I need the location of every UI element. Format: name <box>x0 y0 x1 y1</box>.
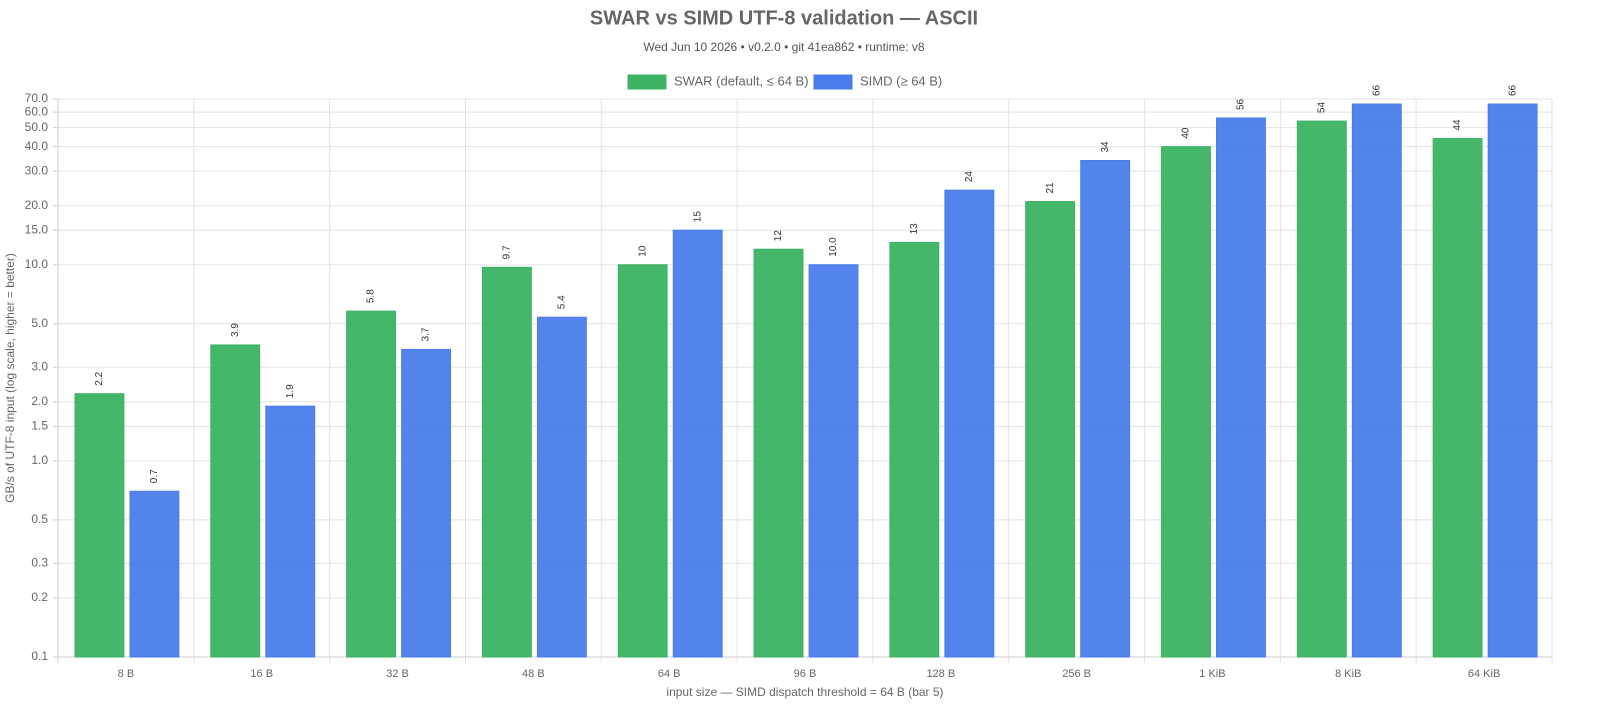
x-tick-label: 8 B <box>118 668 135 680</box>
y-tick-label: 0.5 <box>31 512 48 526</box>
x-tick-label: 48 B <box>522 668 545 680</box>
bar <box>481 266 532 658</box>
bar <box>889 241 940 658</box>
y-tick-label: 0.3 <box>31 556 48 570</box>
bar <box>401 348 452 658</box>
legend-label[interactable]: SIMD (≥ 64 B) <box>860 73 942 88</box>
value-label: 54 <box>1316 102 1327 114</box>
x-tick-label: 128 B <box>926 668 955 680</box>
legend-swatch[interactable] <box>627 74 667 90</box>
y-tick-label: 20.0 <box>25 198 49 212</box>
x-tick-label: 32 B <box>386 668 409 680</box>
value-label: 15 <box>692 211 703 223</box>
value-label: 66 <box>1507 84 1518 96</box>
bar <box>753 248 804 658</box>
value-label: 5.8 <box>366 289 377 303</box>
value-label: 34 <box>1100 141 1111 153</box>
y-axis-title: GB/s of UTF-8 input (log scale, higher =… <box>3 253 17 503</box>
y-tick-label: 1.0 <box>31 453 48 467</box>
bar <box>1216 117 1266 658</box>
bar <box>1025 201 1076 658</box>
bar <box>129 490 180 658</box>
y-tick-label: 0.1 <box>31 649 48 663</box>
bar <box>1432 138 1483 658</box>
y-tick-label: 1.5 <box>31 419 48 433</box>
y-tick-label: 50.0 <box>25 120 49 134</box>
value-label: 13 <box>909 223 920 235</box>
bar <box>346 310 397 658</box>
bar <box>1296 120 1347 658</box>
y-tick-label: 10.0 <box>25 257 49 271</box>
x-tick-label: 16 B <box>250 668 273 680</box>
value-label: 56 <box>1236 98 1247 110</box>
bar <box>1487 103 1538 658</box>
x-tick-label: 64 B <box>658 668 681 680</box>
value-label: 21 <box>1045 182 1056 194</box>
bar <box>1161 146 1211 658</box>
bar <box>944 189 995 658</box>
bar <box>808 264 859 658</box>
value-label: 24 <box>964 171 975 183</box>
legend-label[interactable]: SWAR (default, ≤ 64 B) <box>674 73 809 88</box>
x-tick-label: 8 KiB <box>1335 668 1361 680</box>
x-tick-label: 64 KiB <box>1468 668 1500 680</box>
bar <box>210 344 261 658</box>
value-label: 10 <box>637 245 648 257</box>
bar <box>617 264 668 658</box>
y-tick-label: 40.0 <box>25 139 49 153</box>
bar <box>1351 103 1402 658</box>
bar <box>265 405 316 658</box>
value-label: 66 <box>1371 84 1382 96</box>
chart-title: SWAR vs SIMD UTF-8 validation — ASCII <box>590 7 978 29</box>
value-label: 0.7 <box>149 469 160 483</box>
y-tick-label: 15.0 <box>25 222 49 236</box>
legend-swatch[interactable] <box>813 74 853 90</box>
value-label: 1.9 <box>285 384 296 398</box>
chart-subtitle: Wed Jun 10 2026 • v0.2.0 • git 41ea862 •… <box>643 40 925 54</box>
y-tick-label: 5.0 <box>31 316 48 330</box>
x-axis-title: input size — SIMD dispatch threshold = 6… <box>666 685 943 699</box>
value-label: 5.4 <box>557 295 568 309</box>
value-label: 3.9 <box>230 323 241 337</box>
x-tick-label: 96 B <box>794 668 817 680</box>
bar <box>74 393 125 658</box>
y-tick-label: 70.0 <box>25 91 49 105</box>
x-tick-label: 256 B <box>1062 668 1091 680</box>
value-label: 2.2 <box>94 371 105 385</box>
bar <box>536 316 587 658</box>
bar <box>1080 160 1131 658</box>
value-label: 12 <box>773 230 784 242</box>
bar <box>672 229 723 658</box>
value-label: 44 <box>1452 119 1463 131</box>
x-tick-label: 1 KiB <box>1199 668 1225 680</box>
value-label: 40 <box>1181 127 1192 139</box>
y-tick-label: 30.0 <box>25 163 49 177</box>
y-tick-label: 0.2 <box>31 590 48 604</box>
y-tick-label: 60.0 <box>25 104 49 118</box>
y-tick-label: 2.0 <box>31 394 48 408</box>
y-tick-label: 3.0 <box>31 359 48 373</box>
value-label: 9.7 <box>502 245 513 259</box>
value-label: 3.7 <box>421 327 432 341</box>
value-label: 10.0 <box>828 237 839 257</box>
